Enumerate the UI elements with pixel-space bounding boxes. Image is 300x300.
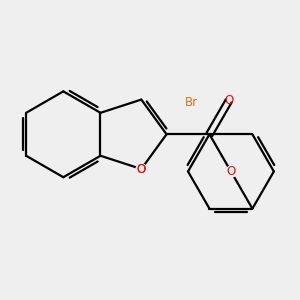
Text: O: O <box>137 163 146 176</box>
Text: O: O <box>226 165 236 178</box>
Text: O: O <box>224 94 233 107</box>
Text: Br: Br <box>185 96 198 109</box>
Text: O: O <box>137 163 146 176</box>
